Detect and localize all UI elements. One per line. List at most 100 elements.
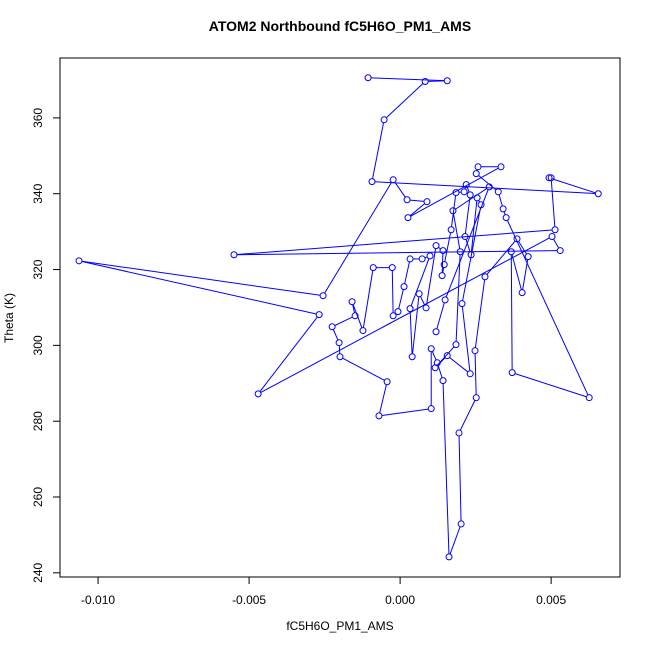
connector [449, 526, 461, 555]
data-point [497, 163, 505, 171]
y-tick-label: 260 [31, 487, 45, 507]
data-point [455, 429, 463, 437]
connector [506, 220, 589, 396]
connector [553, 238, 560, 249]
connector [452, 213, 461, 249]
connector [404, 261, 410, 284]
connector [409, 199, 425, 202]
connector [474, 353, 477, 395]
data-point [462, 181, 470, 189]
connector [462, 207, 481, 301]
connector [449, 357, 469, 373]
data-point [406, 255, 414, 263]
data-point [556, 247, 564, 255]
data-point [431, 364, 439, 372]
data-point [456, 248, 464, 256]
connector [459, 400, 476, 431]
data-point [415, 290, 423, 298]
y-tick-label: 320 [31, 259, 45, 279]
connector [455, 188, 487, 210]
data-point [438, 272, 446, 280]
connector [81, 260, 321, 296]
data-point [315, 311, 323, 319]
connector [431, 351, 437, 361]
x-tick-label: 0.000 [385, 593, 415, 607]
data-point [548, 233, 556, 241]
data-point [443, 352, 451, 360]
data-point [423, 198, 431, 206]
connector [342, 357, 385, 381]
data-point [513, 235, 521, 243]
connector [420, 296, 426, 306]
data-point [594, 190, 602, 198]
data-point [368, 178, 376, 186]
connector [352, 304, 355, 313]
data-point [441, 296, 449, 304]
connector [381, 408, 429, 416]
data-point [230, 251, 238, 259]
connector [498, 194, 503, 207]
connector [436, 346, 455, 366]
connector [522, 259, 529, 290]
connector [455, 254, 461, 342]
connector [442, 383, 450, 554]
connector [474, 279, 486, 348]
connector [550, 180, 556, 227]
y-tick-label: 300 [31, 335, 45, 355]
data-point [319, 292, 327, 300]
data-point [418, 255, 426, 263]
data-point [461, 233, 469, 241]
data-point [545, 174, 553, 182]
data-point [585, 394, 593, 402]
data-point [443, 77, 451, 85]
connector [437, 365, 443, 378]
data-point [551, 226, 559, 234]
y-tick-label: 360 [31, 108, 45, 128]
data-point [466, 191, 474, 199]
connector [260, 237, 550, 393]
data-point [499, 205, 507, 213]
data-point [547, 174, 555, 182]
data-point [421, 78, 429, 86]
data-point [473, 194, 481, 202]
data-point [481, 273, 489, 281]
data-point [457, 520, 465, 528]
connector [81, 260, 317, 315]
data-point [452, 341, 460, 349]
data-point [452, 189, 460, 197]
connector [334, 316, 353, 326]
x-tick-label: -0.005 [232, 593, 266, 607]
connector [436, 302, 445, 329]
connector [510, 254, 513, 370]
connector [394, 181, 406, 198]
data-point [460, 188, 468, 196]
data-point [406, 305, 414, 313]
data-point [351, 312, 359, 320]
data-point [439, 377, 447, 385]
y-axis-label: Theta (K) [2, 293, 16, 343]
data-point [445, 553, 453, 561]
data-point [364, 74, 372, 82]
connector [412, 296, 420, 354]
data-point [388, 264, 396, 272]
data-point [400, 283, 408, 291]
data-point [474, 163, 482, 171]
x-axis-label: fC5H6O_PM1_AMS [286, 619, 393, 633]
connector [352, 304, 363, 328]
data-point [467, 251, 475, 259]
connector [511, 254, 522, 290]
connector [428, 80, 445, 82]
data-point [422, 304, 430, 312]
connector [551, 178, 596, 194]
data-point [518, 289, 526, 297]
connector [461, 306, 471, 371]
connector [236, 229, 553, 256]
data-point [426, 252, 434, 260]
data-point [427, 345, 435, 353]
connector [445, 189, 489, 298]
connector [362, 270, 374, 328]
connector [259, 316, 318, 392]
data-point [432, 328, 440, 336]
data-point [449, 207, 457, 215]
connector [444, 232, 452, 262]
